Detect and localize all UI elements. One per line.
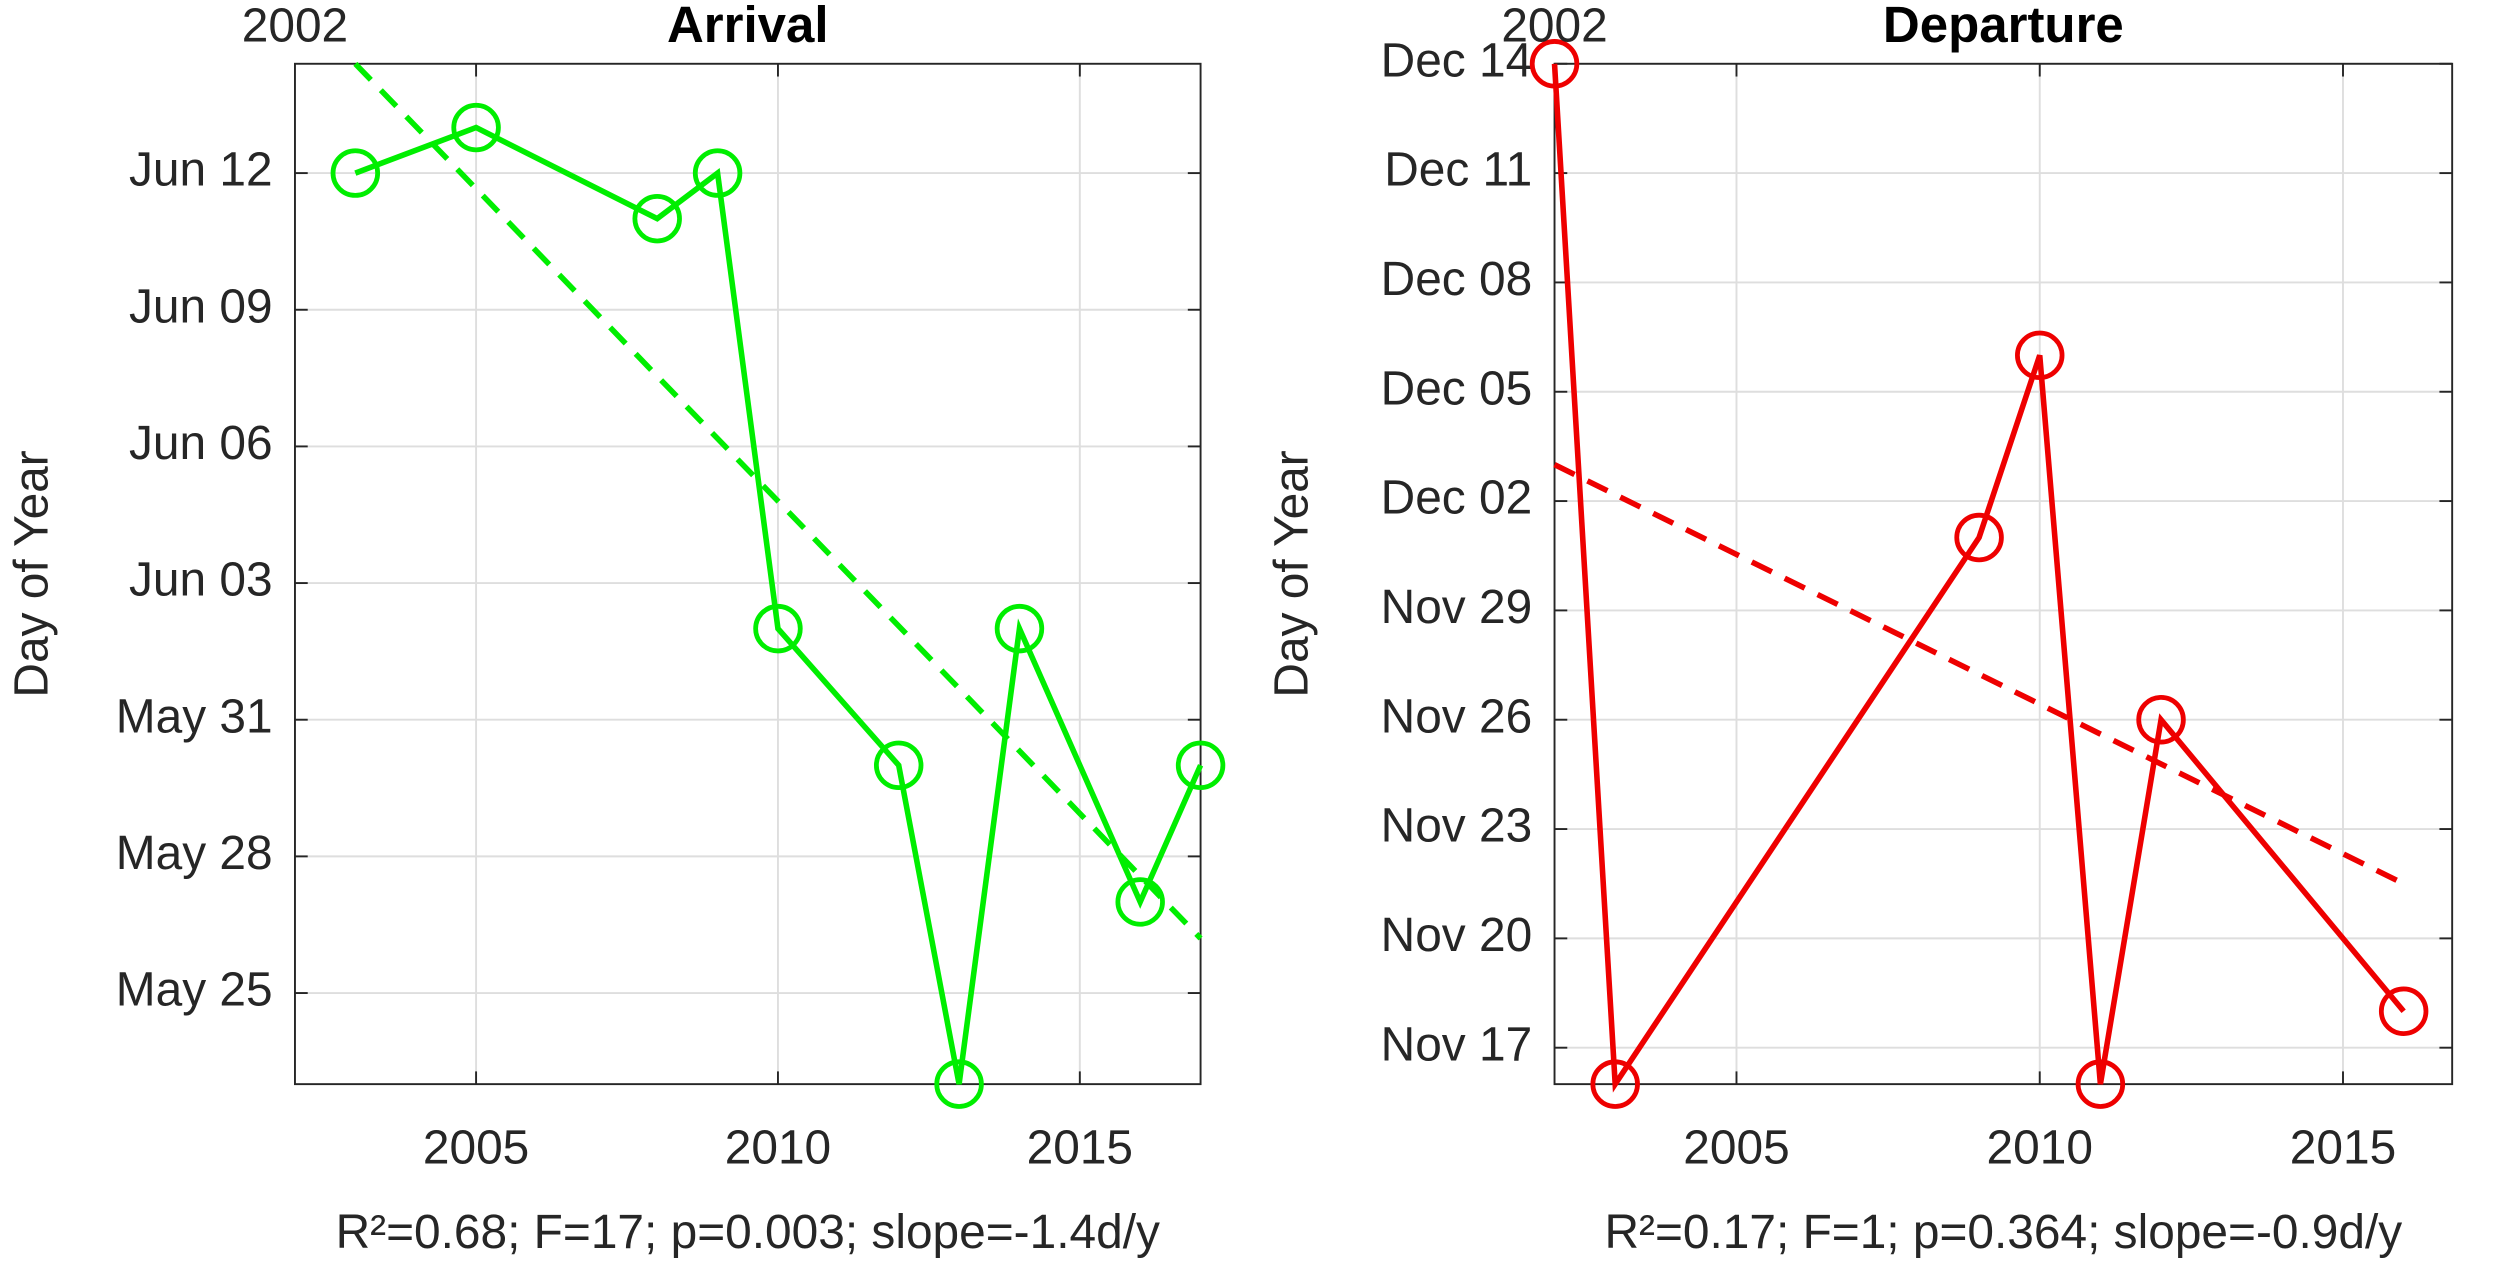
chart-title: Departure [1883,0,2124,53]
y-tick-label: Nov 23 [1381,800,1533,853]
y-tick-label: Jun 03 [129,554,273,607]
y-tick-label: May 28 [116,827,273,880]
y-tick-label: Jun 06 [129,417,273,470]
data-point [1529,39,1580,89]
x-tick-label: 2005 [1683,1122,1789,1175]
x-tick-label: 2010 [1987,1122,2093,1175]
y-tick-label: Dec 05 [1381,362,1533,415]
data-point [753,603,803,654]
plot-frame [1553,62,2454,1086]
data-point [994,603,1045,654]
y-tick-label: Nov 26 [1381,690,1533,743]
data-line [354,124,1204,1085]
y-tick-label: May 25 [116,964,273,1017]
y-tick-label: Nov 20 [1381,909,1533,962]
y-axis-label: Day of Year [1265,450,1318,697]
corner-label: 2002 [242,0,348,52]
y-tick-label: Dec 08 [1381,253,1533,306]
stats-footer: R²=0.17; F=1; p=0.364; slope=-0.9d/y [1605,1206,2403,1259]
y-tick-label: Dec 02 [1381,472,1533,525]
y-tick-label: Jun 12 [129,144,273,197]
chart-title: Arrival [667,0,829,53]
data-point [873,740,924,790]
x-tick-label: 2005 [423,1122,529,1175]
data-point [2075,1059,2126,1109]
corner-label: 2002 [1501,0,1607,52]
y-tick-label: Nov 17 [1381,1018,1533,1071]
data-point [934,1059,984,1109]
data-point [632,193,682,244]
data-point [2136,695,2186,745]
y-tick-label: Jun 09 [129,280,273,333]
y-tick-label: Dec 14 [1381,34,1533,87]
data-point [1175,740,1226,790]
data-point [1954,512,2004,563]
data-point [451,102,501,153]
x-tick-label: 2015 [2290,1122,2396,1175]
x-tick-label: 2010 [725,1122,831,1175]
y-tick-label: Dec 11 [1384,144,1532,197]
y-tick-label: May 31 [116,690,273,743]
plot-frame [294,62,1202,1086]
data-point [330,148,381,198]
y-tick-label: Nov 29 [1381,581,1533,634]
data-point [1590,1059,1640,1109]
trend-line [353,61,1203,941]
trend-line [1553,462,2405,887]
data-point [2015,330,2065,381]
data-line [1551,63,2406,1093]
x-tick-label: 2015 [1027,1122,1133,1175]
data-point [1115,877,1165,927]
data-point [692,148,743,198]
y-axis-label: Day of Year [6,450,59,697]
data-point [2378,986,2429,1036]
stats-footer: R²=0.68; F=17; p=0.003; slope=-1.4d/y [336,1206,1160,1259]
